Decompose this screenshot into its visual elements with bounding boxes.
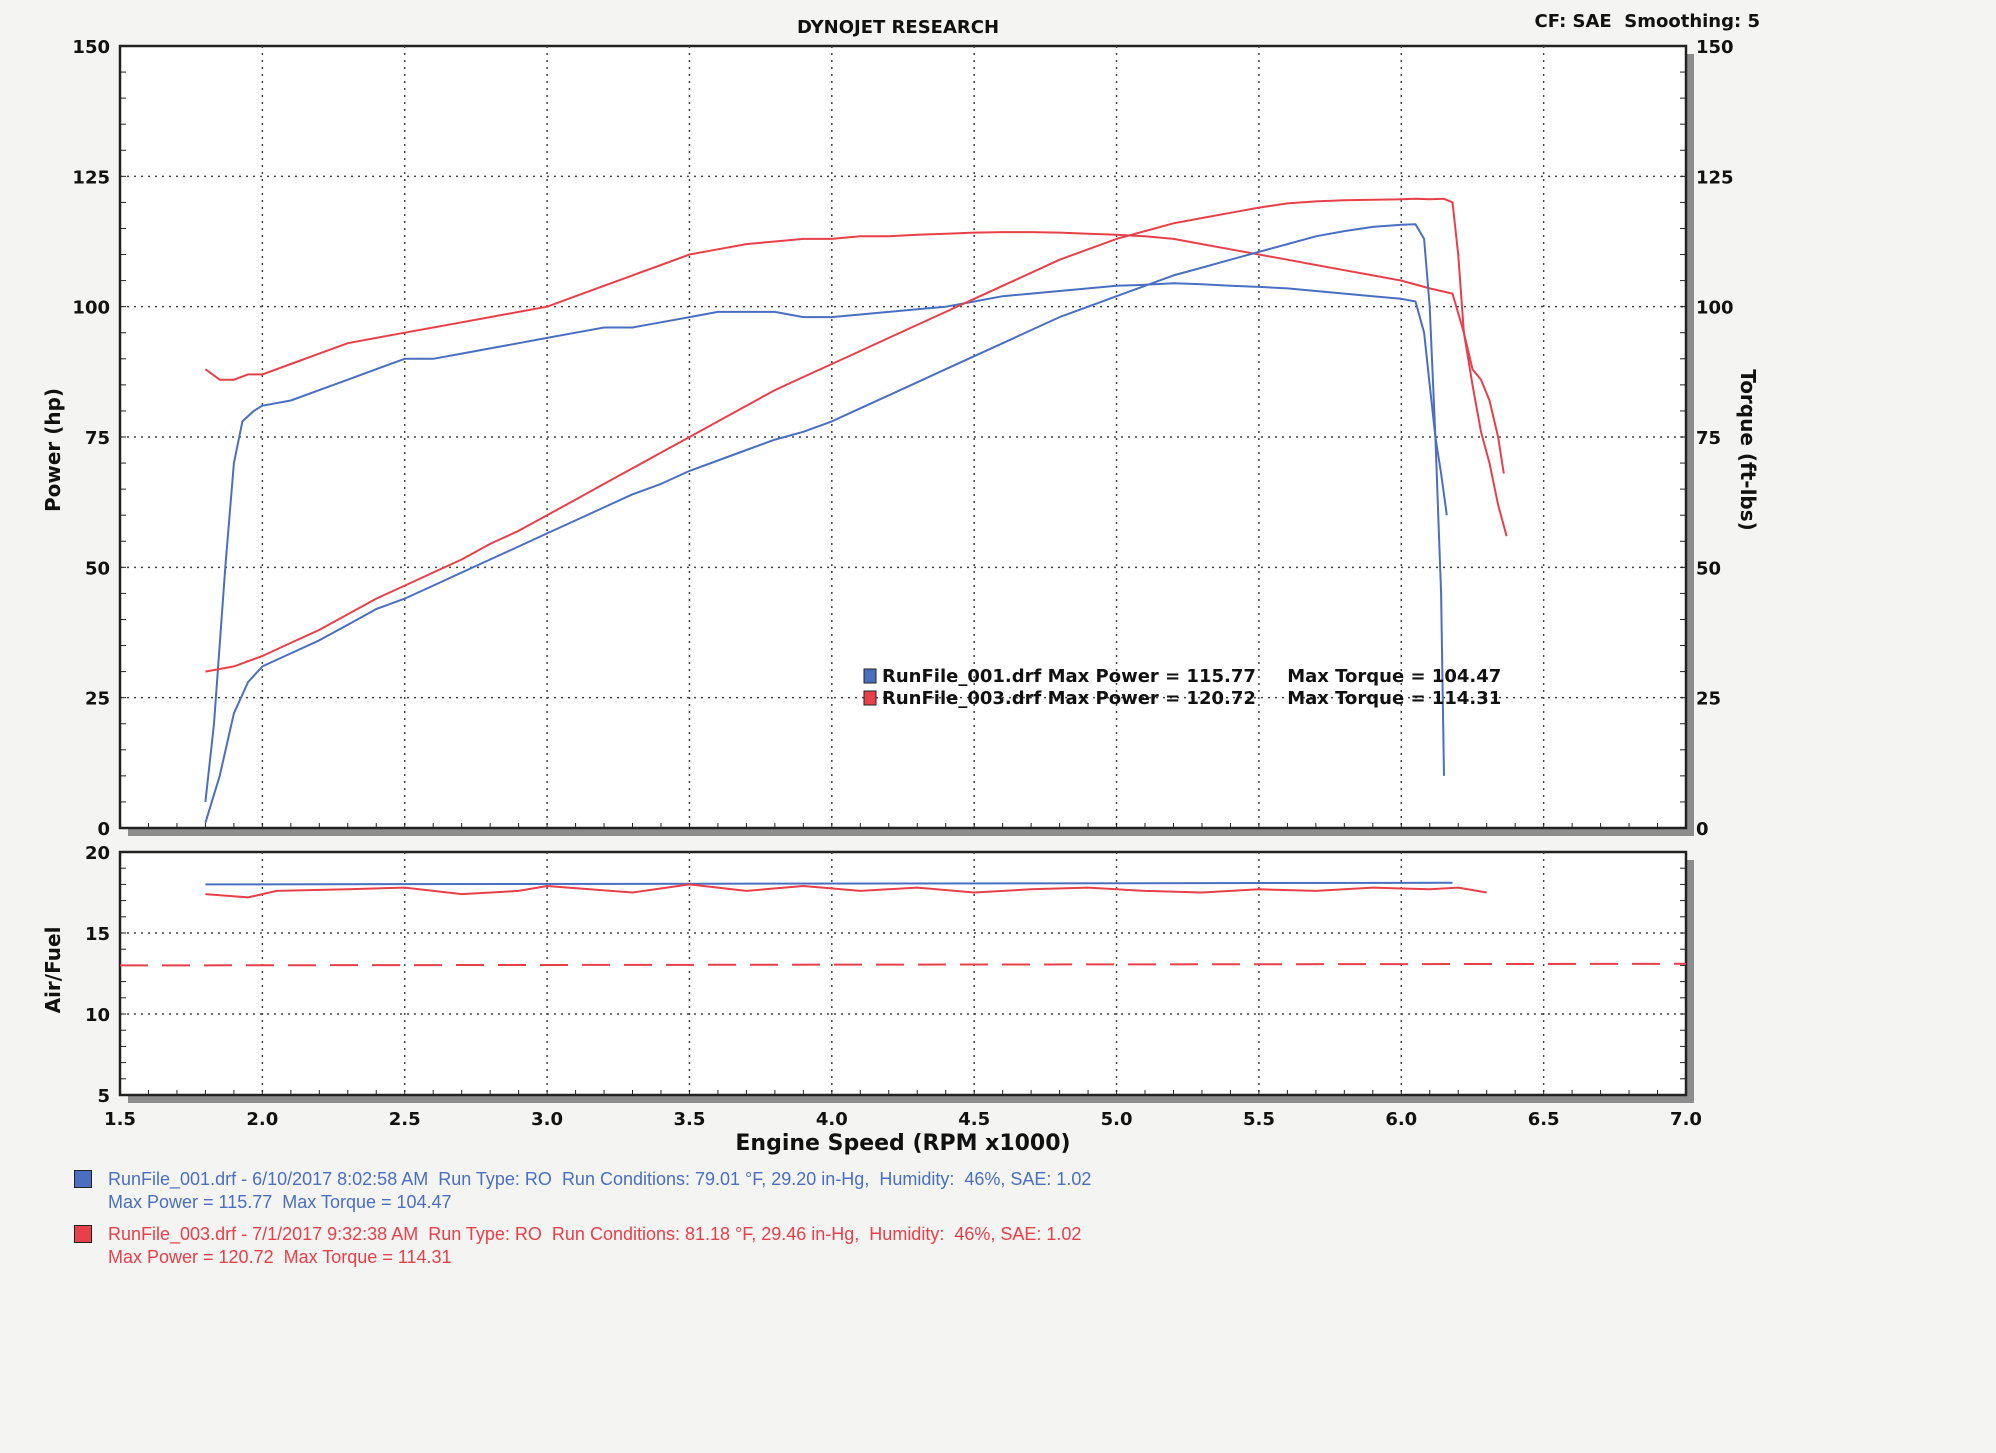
power-torque-series-power-3: [204, 223, 1445, 824]
power-torque-panel: 0 0 25 25 50 50 75 75 100 100 125 125 150 150: [72, 37, 1733, 840]
xtick-label: 3.0: [531, 1109, 563, 1130]
run-info-swatch-1: [74, 1170, 92, 1188]
y-axis-label-airfuel: Air/Fuel: [41, 927, 65, 1014]
power-torque-y2tick-label: 50: [1696, 558, 1721, 579]
power-torque-ytick-label: 150: [72, 37, 110, 58]
legend-entry-run2: RunFile_003.drf Max Power = 120.72 Max T…: [882, 688, 1501, 709]
y-axis-label-power: Power (hp): [41, 388, 65, 512]
xtick-label: 6.5: [1528, 1109, 1560, 1130]
power-torque-y2tick-label: 100: [1696, 298, 1734, 319]
air-fuel-ytick-label: 10: [85, 1005, 110, 1026]
chart-legend: RunFile_001.drf Max Power = 115.77 Max T…: [863, 666, 1501, 709]
run-info-1-line2: Max Power = 115.77 Max Torque = 104.47: [108, 1192, 452, 1212]
xtick-label: 5.0: [1101, 1109, 1133, 1130]
air-fuel-series-reference-3: [119, 962, 1687, 967]
air-fuel-ytick-label: 15: [85, 924, 110, 945]
power-torque-y2tick-label: 75: [1696, 428, 1721, 449]
legend-swatch-run1: [863, 668, 877, 684]
chart-settings: CF: SAE Smoothing: 5: [1535, 11, 1760, 32]
xtick-label: 2.0: [246, 1109, 278, 1130]
chart-title: DYNOJET RESEARCH: [797, 17, 999, 38]
air-fuel-ytick-label: 20: [85, 843, 110, 864]
power-torque-y2tick-label: 125: [1696, 167, 1734, 188]
run-info-swatch-2: [74, 1225, 92, 1243]
xtick-label: 5.5: [1243, 1109, 1275, 1130]
xtick-label: 7.0: [1670, 1109, 1702, 1130]
power-torque-ytick-label: 50: [85, 558, 110, 579]
run-info-2-line1: RunFile_003.drf - 7/1/2017 9:32:38 AM Ru…: [108, 1224, 1082, 1244]
x-axis-label: Engine Speed (RPM x1000): [735, 1131, 1070, 1156]
power-torque-y2tick-label: 0: [1696, 819, 1709, 840]
xtick-label: 4.0: [816, 1109, 848, 1130]
power-torque-series-power-4: [205, 197, 1505, 673]
power-torque-ytick-label: 125: [72, 167, 110, 188]
air-fuel-series-airfuel-1: [205, 881, 1453, 886]
power-torque-ytick-label: 25: [85, 689, 110, 710]
xtick-label: 1.5: [104, 1109, 136, 1130]
y-axis-label-torque: Torque (ft-lbs): [1736, 369, 1760, 531]
run-info-1-line1: RunFile_001.drf - 6/10/2017 8:02:58 AM R…: [108, 1169, 1092, 1189]
xtick-label: 3.5: [674, 1109, 706, 1130]
air-fuel-series-airfuel-2: [205, 883, 1487, 899]
air-fuel-panel: 5 10 15 20 1.5 2.0 2.5 3.0 3.5 4.0 4.5 5.0 5.5 6.0 6.5…: [85, 843, 1702, 1130]
power-torque-ytick-label: 75: [85, 428, 110, 449]
run-info-2-line2: Max Power = 120.72 Max Torque = 114.31: [108, 1247, 452, 1267]
xtick-label: 2.5: [389, 1109, 421, 1130]
power-torque-ytick-label: 100: [72, 298, 110, 319]
power-torque-series-torque-2: [204, 231, 1508, 537]
air-fuel-plot-area: [118, 850, 1688, 1097]
xtick-label: 6.0: [1385, 1109, 1417, 1130]
xtick-label: 4.5: [958, 1109, 990, 1130]
air-fuel-ytick-label: 5: [97, 1086, 110, 1107]
power-torque-y2tick-label: 25: [1696, 689, 1721, 710]
legend-swatch-run2: [863, 690, 877, 706]
legend-entry-run1: RunFile_001.drf Max Power = 115.77 Max T…: [882, 666, 1501, 687]
power-torque-y2tick-label: 150: [1696, 37, 1734, 58]
power-torque-ytick-label: 0: [97, 819, 110, 840]
power-torque-series-torque-1: [204, 282, 1448, 803]
